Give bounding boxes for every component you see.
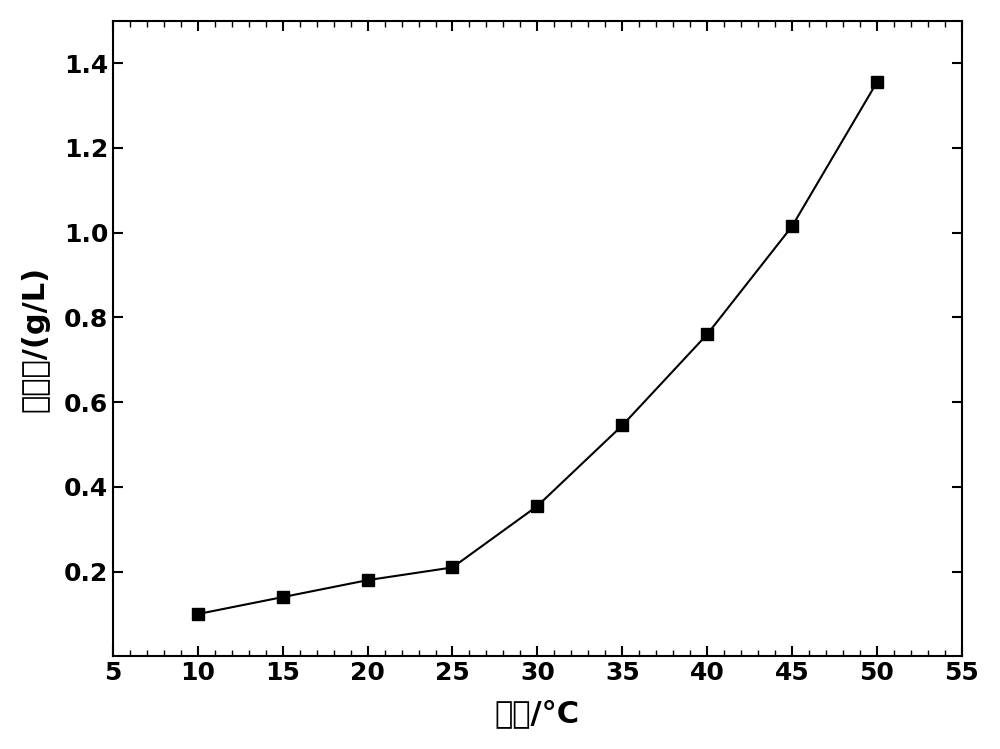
X-axis label: 温度/°C: 温度/°C [495,699,580,728]
Y-axis label: 溶解度/(g/L): 溶解度/(g/L) [21,266,50,412]
